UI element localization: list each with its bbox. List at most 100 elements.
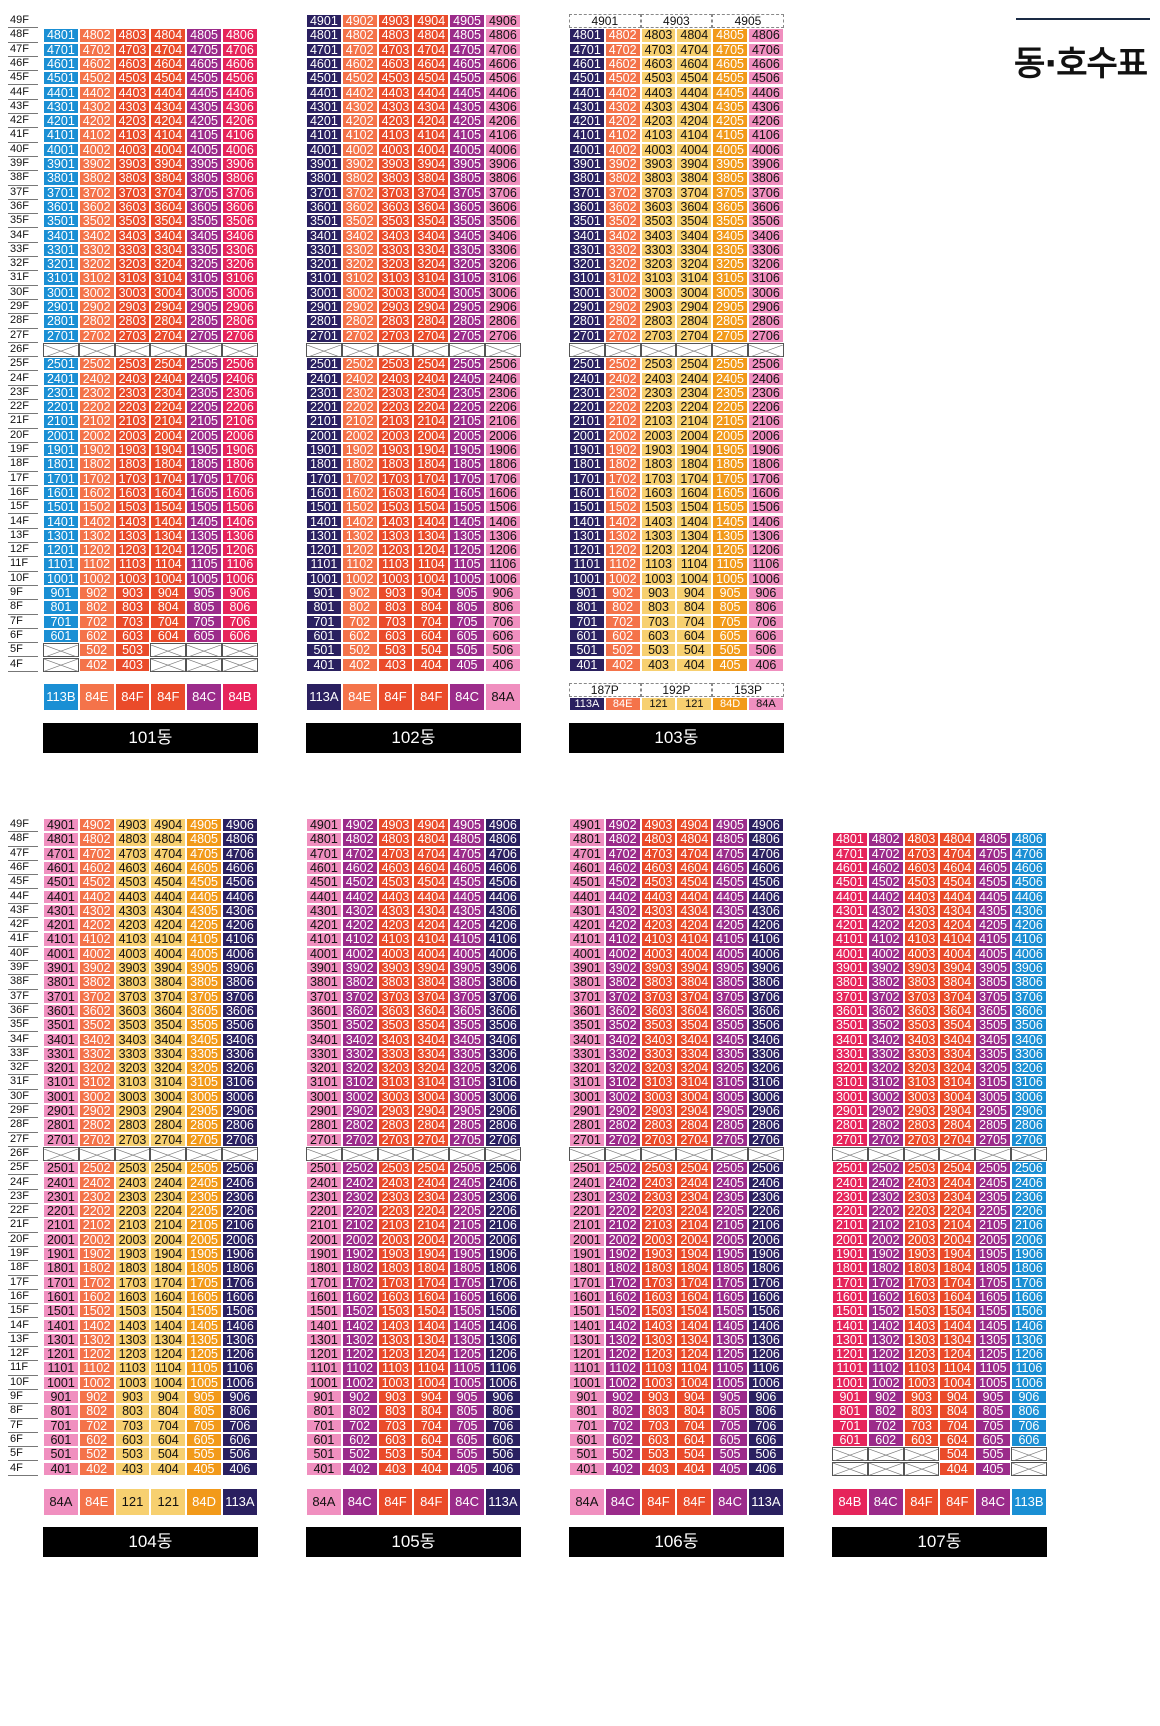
unit-cell: 806 <box>748 1404 784 1419</box>
unit-cell: 4704 <box>413 846 450 861</box>
unit-cell: 1801 <box>569 457 605 472</box>
unit-cell: 3405 <box>186 1032 222 1047</box>
unit-cell: 2804 <box>676 1118 713 1133</box>
unit-cell: 4101 <box>306 932 342 947</box>
unit-cell: 4305 <box>712 99 748 115</box>
unit-cell: 4601 <box>569 56 605 72</box>
unit-cell: 3801 <box>569 171 605 186</box>
unit-cell: 3703 <box>377 185 414 200</box>
unit-cell: 3106 <box>485 271 521 286</box>
unit-cell: 3604 <box>150 1003 187 1019</box>
unit-cell: 3802 <box>604 975 641 990</box>
unit-cell: 406 <box>222 1461 258 1476</box>
unit-cell: 4003 <box>114 142 151 157</box>
unit-cell: 4805 <box>975 832 1011 847</box>
unit-cell: 2806 <box>1011 1118 1047 1133</box>
unit-cell: 403 <box>640 1461 677 1476</box>
unit-cell: 3205 <box>712 1061 748 1076</box>
unit-cell: 4201 <box>569 918 605 933</box>
unit-cell: 4401 <box>43 85 79 100</box>
unit-cell: 2404 <box>413 371 450 386</box>
unit-cell: 2303 <box>640 385 677 401</box>
unit-cell: 4903 <box>640 818 677 833</box>
unit-cell: 4404 <box>150 889 187 904</box>
unit-cell: 3206 <box>485 257 521 272</box>
unit-cell: 2101 <box>832 1218 868 1233</box>
unit-cell: 901 <box>832 1390 868 1405</box>
unit-cell: 1705 <box>186 471 222 486</box>
unit-cell: 702 <box>341 1418 378 1433</box>
unit-cell: 3805 <box>712 171 748 186</box>
floor-label: 9F <box>8 1390 38 1405</box>
unit-cell: 4304 <box>676 903 713 919</box>
unit-cell: 1305 <box>449 528 485 544</box>
unit-cell: 604 <box>413 1432 450 1448</box>
unit-cell: 601 <box>832 1432 868 1448</box>
unit-cell: 2005 <box>712 1232 748 1247</box>
unit-cell: 1506 <box>485 500 521 515</box>
unit-cell: 3304 <box>676 1046 713 1062</box>
unit-cell: 4204 <box>150 114 187 129</box>
unit-cell: 3403 <box>114 228 151 243</box>
unit-cell: 1602 <box>604 1289 641 1305</box>
unit-cell: 1804 <box>413 1261 450 1276</box>
unit-cell: 4401 <box>306 85 342 100</box>
unit-cell: 501 <box>306 643 342 658</box>
unit-cell: 3703 <box>903 989 940 1004</box>
unit-cell: 501 <box>306 1447 342 1462</box>
unit-cell: 4806 <box>748 28 784 43</box>
unit-cell: 2404 <box>939 1175 976 1190</box>
unit-cell: 3906 <box>222 961 258 976</box>
unit-cell: 602 <box>78 628 115 644</box>
unit-cell: 2901 <box>832 1104 868 1119</box>
unit-cell: 802 <box>341 1404 378 1419</box>
unit-cell: 1205 <box>975 1347 1011 1362</box>
unit-cell: 1602 <box>604 485 641 501</box>
unit-cell: 4505 <box>712 875 748 890</box>
unit-cell: 4303 <box>640 99 677 115</box>
unit-cell: 4401 <box>832 889 868 904</box>
unit-cell: 1901 <box>569 443 605 458</box>
unit-cell: 1001 <box>569 571 605 586</box>
unit-cell: 4501 <box>832 875 868 890</box>
floor-label: 35F <box>8 1018 38 1033</box>
unit-cell: 4603 <box>640 56 677 72</box>
unit-cell: 4704 <box>676 42 713 57</box>
unit-cell: 3802 <box>867 975 904 990</box>
unit-cell: 606 <box>748 1432 784 1448</box>
unit-cell: 802 <box>341 600 378 615</box>
unit-cell: 4105 <box>449 932 485 947</box>
unit-cell: 2701 <box>43 1132 79 1147</box>
unit-cell: 906 <box>748 1390 784 1405</box>
empty-unit <box>222 657 258 672</box>
floor-label: 42F <box>8 918 38 933</box>
unit-cell: 1001 <box>43 571 79 586</box>
unit-cell: 601 <box>569 1432 605 1448</box>
unit-cell: 1301 <box>306 1332 342 1348</box>
unit-cell: 4101 <box>569 128 605 143</box>
unit-cell: 806 <box>1011 1404 1047 1419</box>
unit-cell: 704 <box>150 614 187 629</box>
empty-unit <box>413 1146 450 1162</box>
unit-cell: 3902 <box>604 961 641 976</box>
unit-cell: 1106 <box>222 557 258 572</box>
unit-cell: 3804 <box>413 975 450 990</box>
unit-cell: 904 <box>413 586 450 601</box>
unit-cell: 804 <box>150 1404 187 1419</box>
unit-cell: 3104 <box>676 271 713 286</box>
unit-cell: 4404 <box>676 85 713 100</box>
unit-cell: 1102 <box>341 1361 378 1376</box>
floor-label: 4F <box>8 658 38 672</box>
unit-cell: 4303 <box>377 99 414 115</box>
unit-cell: 4001 <box>569 142 605 157</box>
unit-cell: 1401 <box>569 1318 605 1333</box>
unit-cell: 3906 <box>485 157 521 172</box>
unit-cell: 503 <box>640 643 677 658</box>
unit-cell: 1006 <box>485 571 521 586</box>
unit-cell: 1505 <box>186 500 222 515</box>
unit-cell: 2703 <box>377 328 414 343</box>
unit-cell: 3602 <box>78 199 115 215</box>
unit-cell: 1904 <box>939 1247 976 1262</box>
unit-cell: 1101 <box>43 557 79 572</box>
unit-cell: 1504 <box>413 500 450 515</box>
